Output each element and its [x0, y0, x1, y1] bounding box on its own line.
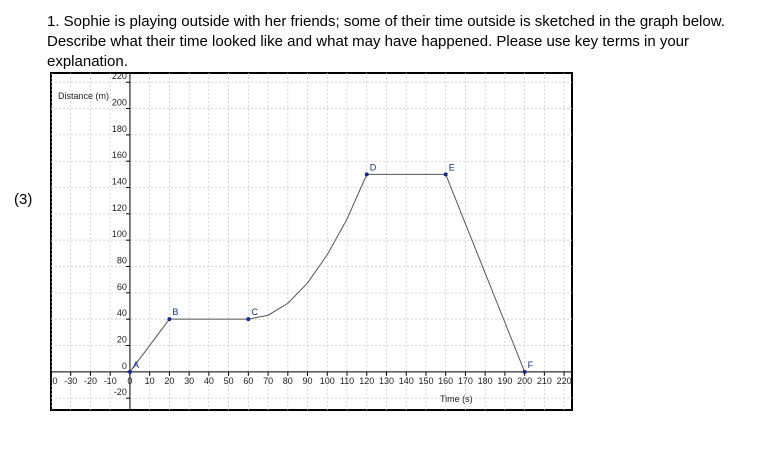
point	[443, 172, 448, 177]
y-tick-label: 200	[112, 98, 127, 108]
x-tick-label: 220	[557, 376, 572, 386]
y-tick-label: 100	[112, 229, 127, 239]
point-label: A	[133, 360, 139, 370]
point	[127, 369, 132, 374]
x-tick-label: 200	[517, 376, 532, 386]
y-tick-label: 20	[117, 334, 127, 344]
y-tick-label: 180	[112, 124, 127, 134]
point-label: E	[449, 162, 455, 172]
point-label: B	[172, 307, 178, 317]
x-tick-label: 60	[243, 376, 253, 386]
x-tick-label: 70	[263, 376, 273, 386]
y-tick-label: 60	[117, 282, 127, 292]
x-tick-label: 180	[478, 376, 493, 386]
point	[522, 369, 527, 374]
x-tick-label: 10	[145, 376, 155, 386]
x-tick-label: 30	[184, 376, 194, 386]
x-tick-label: 120	[359, 376, 374, 386]
x-tick-label: -10	[104, 376, 117, 386]
point	[167, 317, 172, 322]
point-label: F	[528, 360, 534, 370]
question: 1. Sophie is playing outside with her fr…	[47, 13, 725, 70]
x-tick-label: -30	[64, 376, 77, 386]
y-tick-label: -20	[114, 387, 127, 397]
x-tick-label: -20	[84, 376, 97, 386]
y-tick-label: 220	[112, 71, 127, 81]
x-tick-label: 210	[537, 376, 552, 386]
y-tick-label: 40	[117, 308, 127, 318]
y-tick-label: 160	[112, 150, 127, 160]
x-tick-label: 90	[303, 376, 313, 386]
x-tick-label: 190	[497, 376, 512, 386]
y-axis-label: Distance (m)	[58, 91, 109, 101]
x-tick-label: -40	[44, 376, 57, 386]
point	[246, 317, 251, 322]
y-tick-label: 140	[112, 177, 127, 187]
point	[364, 172, 369, 177]
x-tick-label: 150	[418, 376, 433, 386]
x-tick-label: 40	[204, 376, 214, 386]
x-tick-label: 170	[458, 376, 473, 386]
point-label: D	[370, 162, 377, 172]
marks: (3)	[14, 191, 33, 208]
x-tick-label: 110	[340, 376, 354, 386]
x-tick-label: 50	[224, 376, 234, 386]
y-tick-label: 0	[122, 361, 127, 371]
x-tick-label: 160	[438, 376, 453, 386]
y-tick-label: 80	[117, 256, 127, 266]
point-label: C	[251, 307, 258, 317]
x-tick-label: 80	[283, 376, 293, 386]
x-tick-label: 130	[379, 376, 394, 386]
x-tick-label: 140	[399, 376, 414, 386]
x-axis-label: Time (s)	[440, 394, 473, 404]
x-tick-label: 20	[164, 376, 174, 386]
plot-frame	[50, 72, 573, 411]
x-tick-label: 100	[320, 376, 335, 386]
line	[129, 173, 526, 373]
y-tick-label: 120	[112, 203, 127, 213]
